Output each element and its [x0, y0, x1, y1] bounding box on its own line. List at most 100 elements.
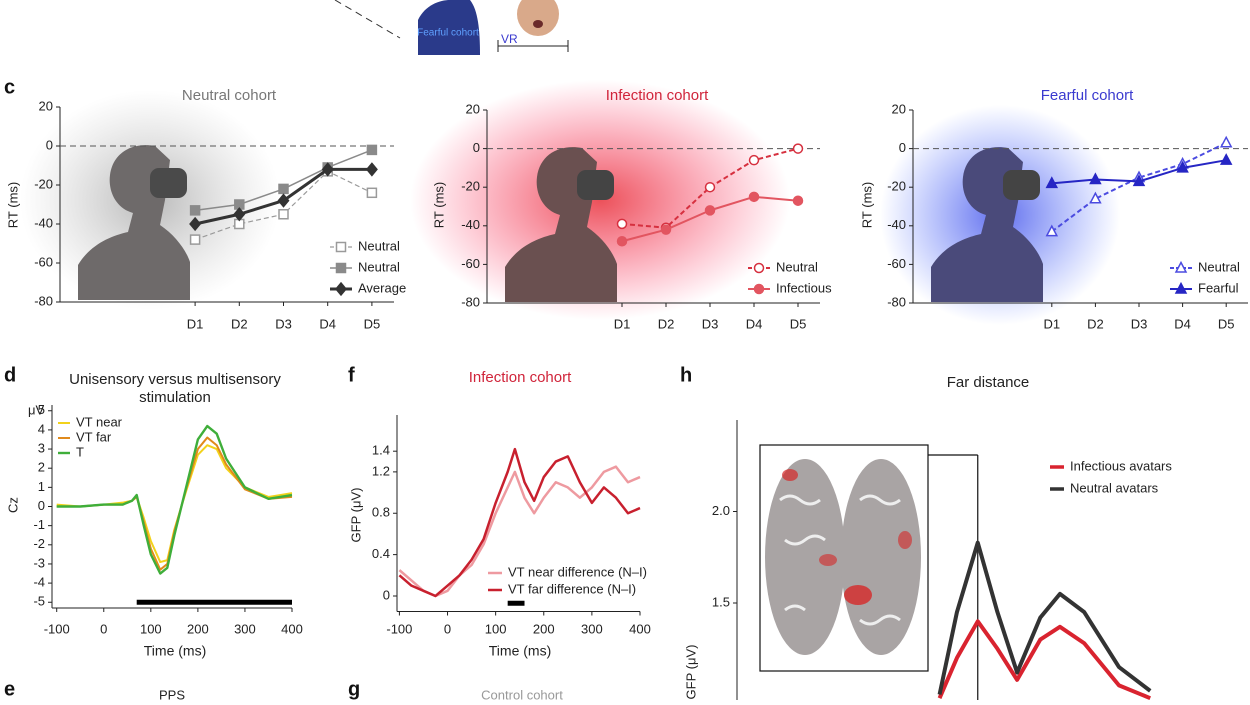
chart-title: Infection cohort	[469, 369, 572, 386]
y-tick-label: 0	[38, 498, 45, 513]
panel-letter: e	[4, 678, 15, 700]
chart-title: stimulation	[139, 389, 211, 406]
series-line	[56, 444, 293, 564]
panel-title: PPS	[159, 687, 185, 700]
y-tick-label: -1	[33, 517, 45, 532]
person	[505, 147, 617, 302]
y-tick-label: 20	[892, 101, 906, 116]
connector	[334, 0, 401, 39]
x-tick-label: 0	[100, 621, 107, 636]
plot-area	[616, 143, 804, 247]
marker	[1219, 135, 1233, 148]
x-axis-label: Time (ms)	[489, 643, 551, 659]
y-tick-label: 0	[383, 587, 390, 602]
legend-label: VT far	[76, 429, 112, 444]
person	[78, 145, 190, 300]
y-tick-label: 4	[38, 421, 45, 436]
y-tick-label: 2.0	[712, 503, 730, 518]
panel-letter: h	[680, 364, 692, 386]
y-axis-label: RT (ms)	[5, 182, 20, 228]
marker	[1045, 176, 1059, 189]
y-tick-label: 1	[38, 479, 45, 494]
legend-label: VT near difference (N–I)	[508, 564, 647, 579]
y-tick-label: -4	[33, 575, 45, 590]
x-tick-label: 100	[485, 621, 507, 636]
plot-area	[1045, 135, 1233, 237]
y-tick-label: 0	[899, 140, 906, 155]
chart-title: Unisensory versus multisensory	[69, 371, 281, 388]
marker	[335, 281, 347, 297]
y-tick-label: -40	[887, 217, 906, 232]
panel-letter: f	[348, 364, 355, 386]
legend-label: Neutral	[358, 238, 400, 253]
chart-title: Infection cohort	[606, 87, 709, 104]
chart-title: Neutral cohort	[182, 87, 277, 104]
marker	[278, 183, 289, 195]
legend-label: Neutral	[358, 259, 400, 274]
marker	[748, 154, 760, 166]
plot-area	[189, 144, 378, 245]
y-tick-label: 0	[46, 137, 53, 152]
x-tick-label: D3	[1131, 316, 1148, 331]
marker	[1089, 172, 1102, 185]
marker	[660, 224, 672, 235]
x-tick-label: D5	[1218, 316, 1235, 331]
x-axis-label: Time (ms)	[144, 643, 206, 659]
y-tick-label: 5	[38, 402, 45, 417]
y-tick-label: 0.4	[372, 546, 390, 561]
x-tick-label: D2	[1087, 316, 1104, 331]
marker	[704, 205, 716, 216]
legend-label: Neutral	[1198, 259, 1240, 274]
x-tick-label: 300	[234, 621, 256, 636]
marker	[792, 195, 804, 206]
x-tick-label: 400	[629, 621, 651, 636]
x-tick-label: 0	[444, 621, 451, 636]
y-tick-label: -20	[887, 179, 906, 194]
marker	[1045, 224, 1059, 237]
x-tick-label: -100	[386, 621, 412, 636]
series-line	[1051, 141, 1227, 233]
marker	[233, 207, 246, 222]
y-tick-label: 0.8	[372, 505, 390, 520]
legend-label: VT far difference (N–I)	[508, 581, 636, 596]
y-tick-label: -5	[33, 594, 45, 609]
legend-label: Average	[358, 280, 406, 295]
x-tick-label: D2	[231, 316, 248, 331]
marker	[277, 193, 290, 208]
panel-letter: d	[4, 364, 16, 386]
marker	[189, 234, 201, 245]
y-tick-label: 1.2	[372, 463, 390, 478]
x-tick-label: D4	[319, 316, 336, 331]
panel-letter: c	[4, 76, 15, 98]
y-axis-label: RT (ms)	[859, 182, 874, 228]
marker	[1219, 153, 1233, 165]
plot-area	[56, 424, 293, 575]
legend-label: Fearful	[1198, 280, 1239, 295]
legend-label: Infectious avatars	[1070, 458, 1172, 473]
plot-area	[937, 540, 1152, 700]
top-label: Fearful cohort	[417, 28, 479, 39]
y-tick-label: 1.4	[372, 443, 390, 458]
marker	[1176, 160, 1189, 173]
y-axis-label: GFP (μV)	[348, 488, 363, 543]
series-line	[398, 465, 641, 598]
marker	[616, 235, 628, 247]
y-tick-label: -40	[461, 217, 480, 232]
x-tick-label: D1	[1043, 316, 1060, 331]
x-tick-label: -100	[44, 621, 70, 636]
y-tick-label: 1.5	[712, 594, 730, 609]
x-tick-label: 100	[140, 621, 162, 636]
y-axis-unit: μV	[28, 402, 44, 417]
marker	[189, 216, 202, 232]
marker	[366, 144, 378, 156]
marker	[753, 262, 765, 274]
x-tick-label: 200	[533, 621, 555, 636]
x-tick-label: D3	[275, 316, 292, 331]
series-line	[937, 540, 1152, 695]
marker	[278, 209, 289, 220]
y-tick-label: -80	[461, 294, 480, 309]
marker	[1174, 260, 1188, 273]
marker	[365, 162, 378, 177]
x-tick-label: D5	[364, 316, 381, 331]
